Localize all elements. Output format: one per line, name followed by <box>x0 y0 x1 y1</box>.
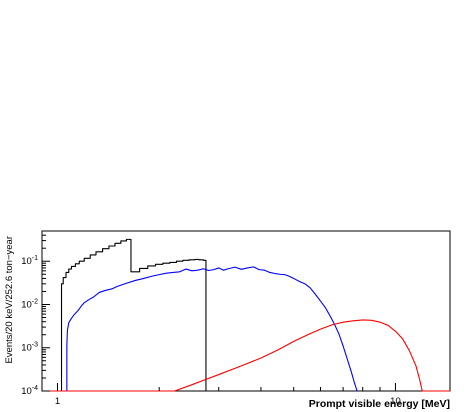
y-tick-label: 10-4 <box>21 385 38 397</box>
y-tick-label: 10-3 <box>21 342 38 354</box>
x-tick-label: 1 <box>55 396 60 407</box>
tick-layer <box>41 230 396 392</box>
x-axis-title: Prompt visible energy [MeV] <box>309 398 450 410</box>
y-tick-label: 10-1 <box>21 255 38 267</box>
red-spectrum-line <box>42 319 450 392</box>
blue-spectrum-line <box>66 266 358 392</box>
black-step-histogram-line <box>60 238 207 391</box>
x-tick-label: 10 <box>390 396 401 407</box>
series-layer <box>42 238 450 392</box>
y-tick-label: 10-2 <box>21 298 38 310</box>
tick-label-layer: 1 10 10-1 10-2 10-3 10-4 <box>21 255 401 407</box>
y-axis-title: Events/20 keV/252.6 ton−year <box>4 236 15 364</box>
